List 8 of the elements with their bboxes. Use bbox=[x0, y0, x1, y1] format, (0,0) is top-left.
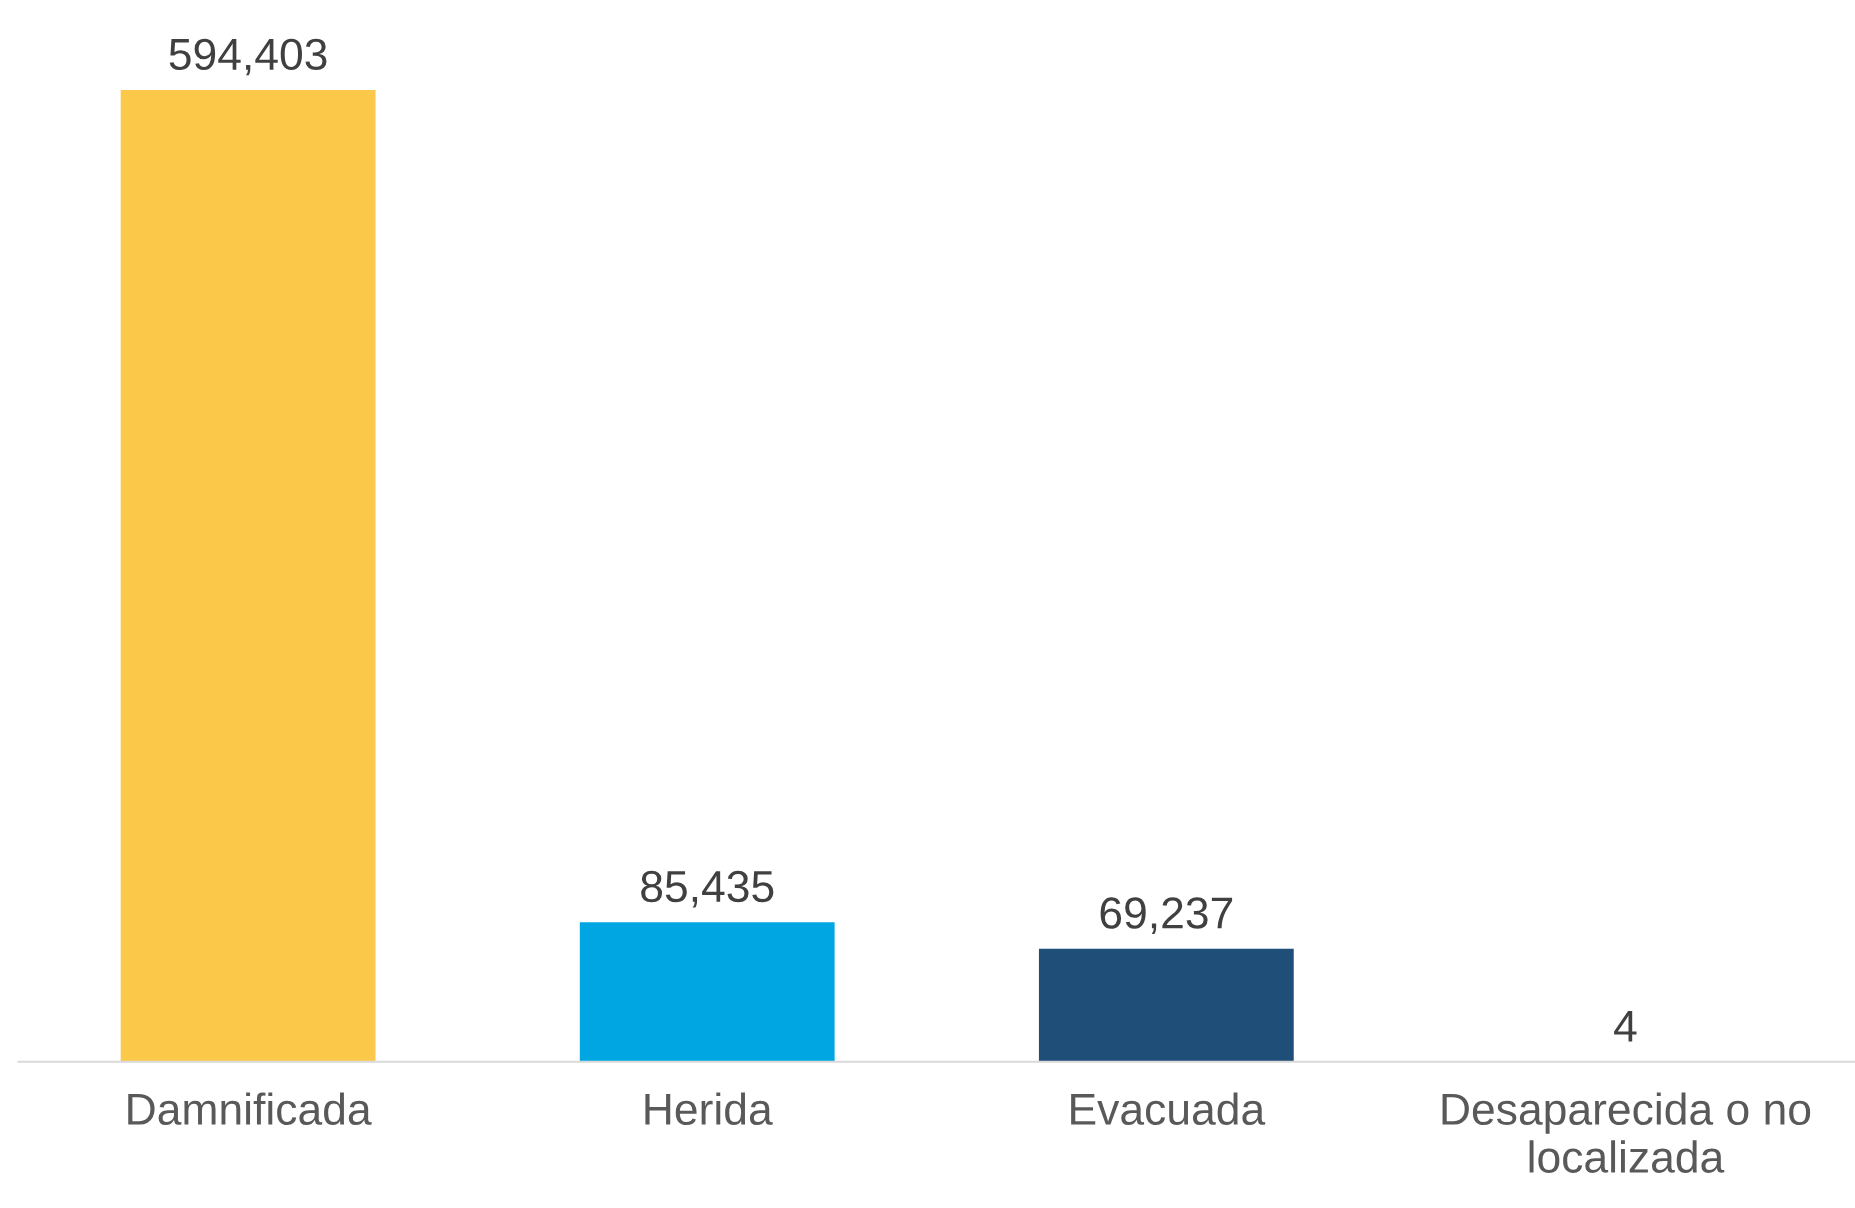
data-label: 69,237 bbox=[1100, 897, 1233, 934]
x-tick-label: Evacuada bbox=[1071, 1092, 1266, 1126]
x-tick-label: Damnificada bbox=[128, 1092, 372, 1126]
data-label: 85,435 bbox=[641, 870, 774, 908]
data-label: 594,403 bbox=[169, 38, 327, 76]
x-tick-label: Herida bbox=[645, 1092, 773, 1126]
data-label: 4 bbox=[1614, 1010, 1637, 1042]
x-tick-label: Desaparecida o no localizada bbox=[1442, 1092, 1811, 1173]
